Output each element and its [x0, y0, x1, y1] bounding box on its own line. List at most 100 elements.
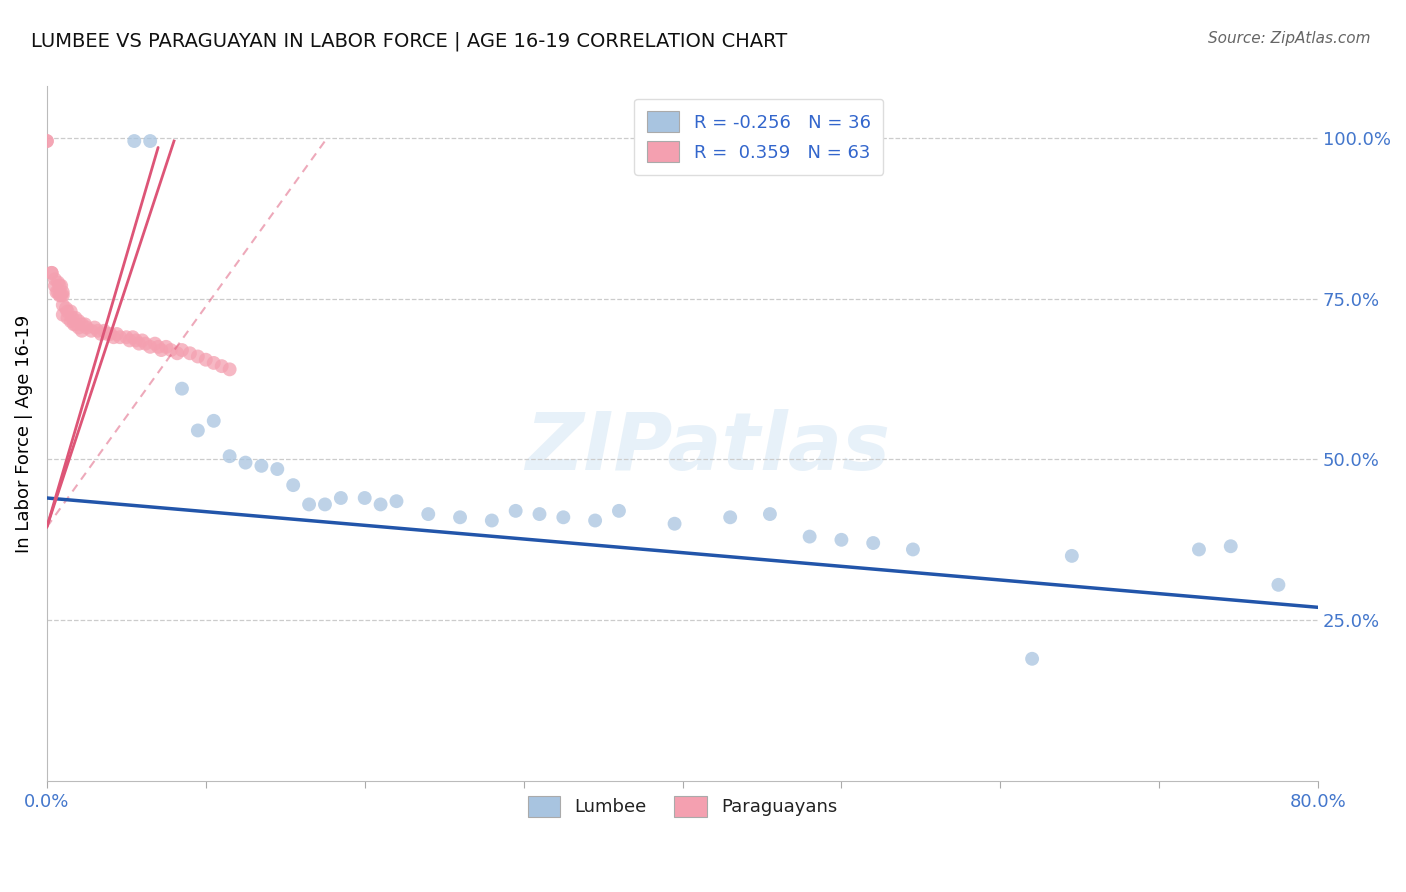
Point — [41, 266, 63, 280]
Point — [73, 318, 96, 332]
Point — [150, 343, 173, 357]
Point — [46, 285, 69, 300]
Point — [211, 359, 233, 373]
Point — [370, 498, 392, 512]
Point — [155, 340, 177, 354]
Point — [59, 314, 82, 328]
Point — [121, 330, 143, 344]
Point — [202, 414, 225, 428]
Point — [529, 507, 551, 521]
Point — [48, 278, 70, 293]
Point — [124, 134, 146, 148]
Point — [1188, 542, 1211, 557]
Point — [139, 340, 162, 354]
Point — [146, 340, 169, 354]
Point — [100, 326, 122, 341]
Point — [179, 346, 201, 360]
Legend: Lumbee, Paraguayans: Lumbee, Paraguayans — [520, 789, 845, 824]
Point — [553, 510, 575, 524]
Point — [1267, 578, 1289, 592]
Point — [60, 310, 83, 325]
Point — [83, 320, 105, 334]
Point — [65, 318, 87, 332]
Point — [799, 530, 821, 544]
Point — [901, 542, 924, 557]
Point — [51, 278, 73, 293]
Point — [283, 478, 305, 492]
Point — [59, 304, 82, 318]
Point — [218, 449, 240, 463]
Point — [35, 134, 58, 148]
Point — [202, 356, 225, 370]
Point — [235, 456, 257, 470]
Point — [583, 514, 606, 528]
Point — [125, 334, 148, 348]
Point — [131, 334, 153, 348]
Point — [139, 134, 162, 148]
Point — [48, 288, 70, 302]
Point — [353, 491, 375, 505]
Point — [505, 504, 527, 518]
Point — [52, 308, 75, 322]
Point — [115, 330, 138, 344]
Y-axis label: In Labor Force | Age 16-19: In Labor Force | Age 16-19 — [15, 315, 32, 553]
Point — [41, 266, 63, 280]
Point — [80, 324, 103, 338]
Point — [250, 458, 273, 473]
Point — [44, 278, 66, 293]
Point — [1219, 539, 1241, 553]
Point — [52, 298, 75, 312]
Point — [329, 491, 352, 505]
Point — [51, 288, 73, 302]
Point — [90, 326, 112, 341]
Point — [449, 510, 471, 524]
Point — [70, 318, 93, 332]
Point — [862, 536, 884, 550]
Point — [108, 330, 131, 344]
Point — [45, 285, 67, 300]
Point — [128, 336, 150, 351]
Point — [55, 301, 77, 316]
Point — [218, 362, 240, 376]
Point — [76, 320, 98, 334]
Point — [103, 330, 125, 344]
Point — [194, 352, 217, 367]
Point — [170, 343, 193, 357]
Point — [87, 324, 110, 338]
Point — [314, 498, 336, 512]
Point — [170, 382, 193, 396]
Point — [35, 134, 58, 148]
Point — [143, 336, 166, 351]
Point — [70, 324, 93, 338]
Point — [607, 504, 630, 518]
Point — [759, 507, 782, 521]
Point — [67, 320, 90, 334]
Point — [93, 324, 115, 338]
Point — [1021, 652, 1043, 666]
Point — [187, 350, 209, 364]
Text: ZIPatlas: ZIPatlas — [526, 409, 890, 486]
Point — [67, 314, 90, 328]
Text: Source: ZipAtlas.com: Source: ZipAtlas.com — [1208, 31, 1371, 46]
Point — [65, 310, 87, 325]
Point — [56, 304, 79, 318]
Point — [52, 285, 75, 300]
Point — [385, 494, 408, 508]
Point — [118, 334, 141, 348]
Point — [56, 310, 79, 325]
Point — [46, 276, 69, 290]
Point — [96, 326, 118, 341]
Point — [166, 346, 188, 360]
Point — [63, 318, 86, 332]
Point — [830, 533, 852, 547]
Point — [481, 514, 503, 528]
Point — [664, 516, 686, 531]
Point — [718, 510, 741, 524]
Point — [1060, 549, 1083, 563]
Point — [105, 326, 128, 341]
Point — [298, 498, 321, 512]
Point — [52, 288, 75, 302]
Text: LUMBEE VS PARAGUAYAN IN LABOR FORCE | AGE 16-19 CORRELATION CHART: LUMBEE VS PARAGUAYAN IN LABOR FORCE | AG… — [31, 31, 787, 51]
Point — [160, 343, 183, 357]
Point — [187, 424, 209, 438]
